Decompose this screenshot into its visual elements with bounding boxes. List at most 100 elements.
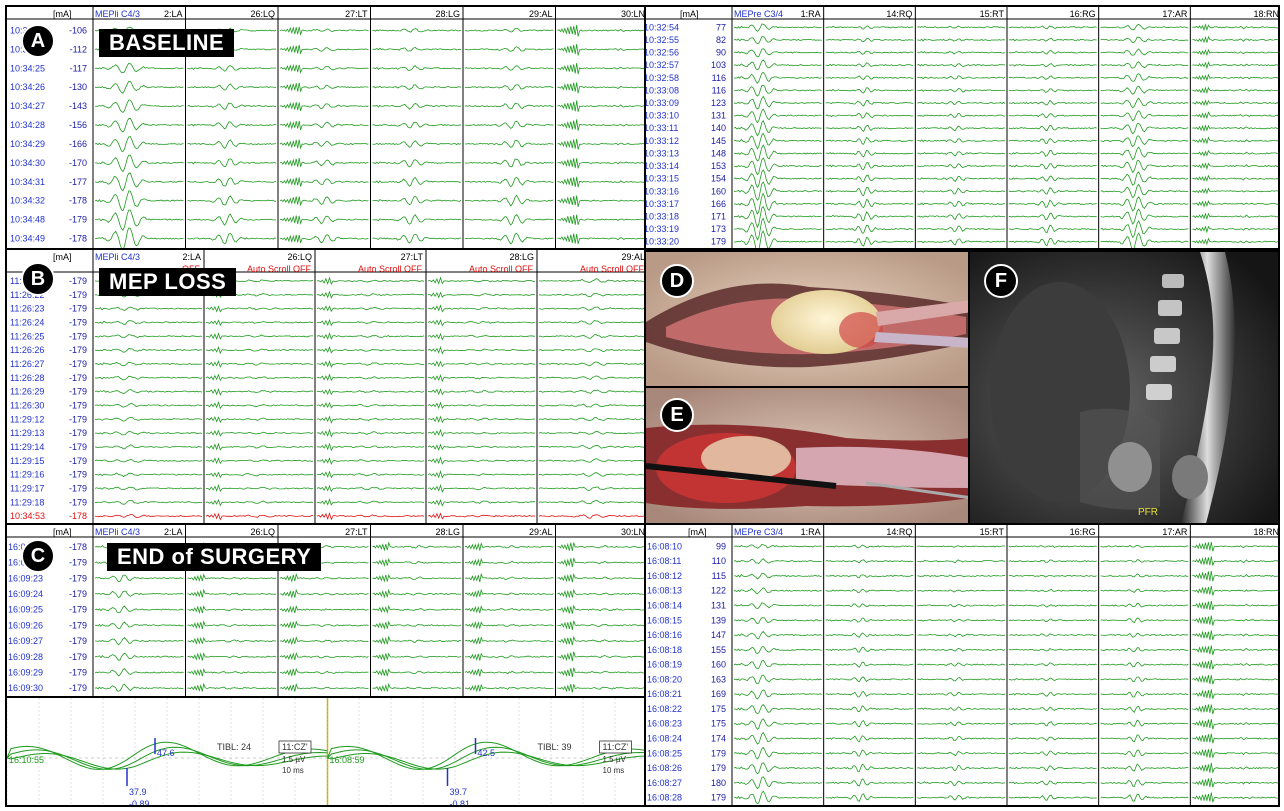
- mep-trace: [1100, 573, 1189, 578]
- mep-trace: [427, 388, 536, 396]
- mep-trace: [1008, 113, 1097, 119]
- channel-label: 26:LQ: [250, 9, 275, 19]
- mep-trace: [94, 99, 184, 114]
- montage-label: MEPli C4/3: [95, 252, 140, 262]
- mep-trace: [372, 195, 462, 206]
- timestamp: 16:08:21: [647, 689, 682, 699]
- timestamp: 10:32:56: [646, 48, 679, 58]
- mep-trace: [557, 138, 644, 150]
- channel-label: 15:RT: [980, 9, 1005, 19]
- ssep-waveform: [7, 741, 328, 770]
- mep-trace: [557, 195, 644, 207]
- timestamp: 10:34:53: [10, 511, 45, 521]
- mep-trace: [206, 483, 314, 492]
- mep-trace: [464, 177, 554, 188]
- intensity-value: -179: [69, 483, 87, 493]
- mep-trace: [1008, 721, 1097, 727]
- mep-trace: [733, 157, 822, 176]
- channel-label: 16:RG: [1070, 527, 1096, 537]
- timestamp: 10:32:54: [646, 22, 679, 32]
- timestamp: 16:09:29: [8, 667, 43, 677]
- timestamp: 11:29:18: [10, 497, 44, 507]
- mep-trace: [917, 100, 1006, 105]
- timestamp: 16:08:19: [647, 660, 682, 670]
- mep-trace: [464, 120, 554, 129]
- mep-trace: [1008, 633, 1097, 637]
- mep-trace: [557, 43, 644, 56]
- mep-trace: [94, 80, 184, 94]
- mep-trace: [538, 472, 644, 477]
- mep-trace: [464, 65, 554, 71]
- mep-trace: [464, 84, 554, 91]
- mep-trace: [1008, 677, 1097, 682]
- channel-box-label: 11:CZ': [603, 742, 629, 752]
- ssep-waveform: [327, 751, 644, 770]
- intensity-value: -179: [69, 497, 87, 507]
- mep-trace: [1100, 749, 1189, 758]
- mep-trace: [95, 306, 203, 311]
- mep-trace: [557, 635, 644, 646]
- mep-trace: [427, 276, 536, 285]
- mep-trace: [917, 175, 1005, 183]
- ssep-waveform: [327, 741, 644, 770]
- mep-trace: [464, 102, 554, 110]
- mep-trace: [316, 442, 425, 452]
- mep-trace: [317, 359, 425, 368]
- intensity-value: -179: [69, 400, 87, 410]
- mep-trace: [427, 512, 536, 520]
- mep-trace: [538, 306, 644, 311]
- mep-trace: [917, 38, 1006, 42]
- mep-trace: [1100, 632, 1189, 638]
- auto-scroll-label: Auto Scroll OFF: [247, 264, 312, 274]
- mep-trace: [464, 668, 554, 677]
- mep-trace: [316, 318, 425, 327]
- mep-trace: [94, 388, 203, 395]
- mep-trace: [279, 139, 369, 150]
- mep-trace: [1100, 544, 1189, 549]
- timestamp: 11:29:16: [10, 470, 44, 480]
- mep-trace: [1192, 762, 1278, 774]
- mep-trace: [1008, 545, 1097, 548]
- mep-trace: [279, 44, 369, 55]
- mep-trace: [1192, 200, 1278, 208]
- mep-trace: [94, 136, 184, 152]
- unit-header: [mA]: [53, 527, 72, 537]
- mep-trace: [557, 119, 644, 131]
- mep-trace: [205, 345, 314, 355]
- timestamp: 16:08:15: [647, 615, 682, 625]
- mep-trace: [917, 735, 1006, 742]
- mep-trace: [1100, 146, 1189, 161]
- intensity-value: -179: [69, 345, 87, 355]
- timestamp: 16:08:20: [647, 674, 682, 684]
- mep-trace: [1008, 75, 1097, 80]
- intensity-value: 140: [711, 123, 726, 133]
- unit-header: [mA]: [688, 527, 707, 537]
- intensity-value: -179: [69, 276, 87, 286]
- mep-trace: [1192, 124, 1278, 132]
- mep-trace: [372, 28, 462, 33]
- intensity-value: -179: [69, 620, 87, 630]
- intensity-value: 116: [712, 85, 726, 95]
- mep-trace: [557, 651, 644, 662]
- channel-label: 15:RT: [980, 527, 1005, 537]
- mep-trace: [825, 162, 914, 170]
- mep-trace: [1192, 674, 1278, 685]
- mep-trace: [279, 620, 369, 629]
- mep-trace: [557, 176, 644, 188]
- mep-trace: [1100, 705, 1189, 713]
- panel-a-right-mep: [mA] 1:RA 14:RQ 15:RT 16:RG 17:AR 18:RN MEPre C…: [644, 5, 1280, 250]
- montage-label: MEPre C3/4: [734, 527, 783, 537]
- mep-trace: [205, 319, 314, 327]
- mep-trace: [917, 151, 1006, 157]
- mep-trace: [917, 75, 1006, 80]
- timestamp: 10:33:08: [646, 85, 679, 95]
- mep-trace: [1100, 48, 1189, 56]
- mep-trace: [733, 36, 822, 45]
- mep-trace: [316, 484, 425, 493]
- timestamp: 16:09:26: [8, 620, 43, 630]
- mep-trace: [1100, 208, 1189, 225]
- timestamp: 10:33:19: [646, 224, 679, 234]
- surgical-field-image-d: [646, 252, 968, 386]
- mep-trace: [825, 174, 914, 183]
- mep-trace: [427, 415, 536, 424]
